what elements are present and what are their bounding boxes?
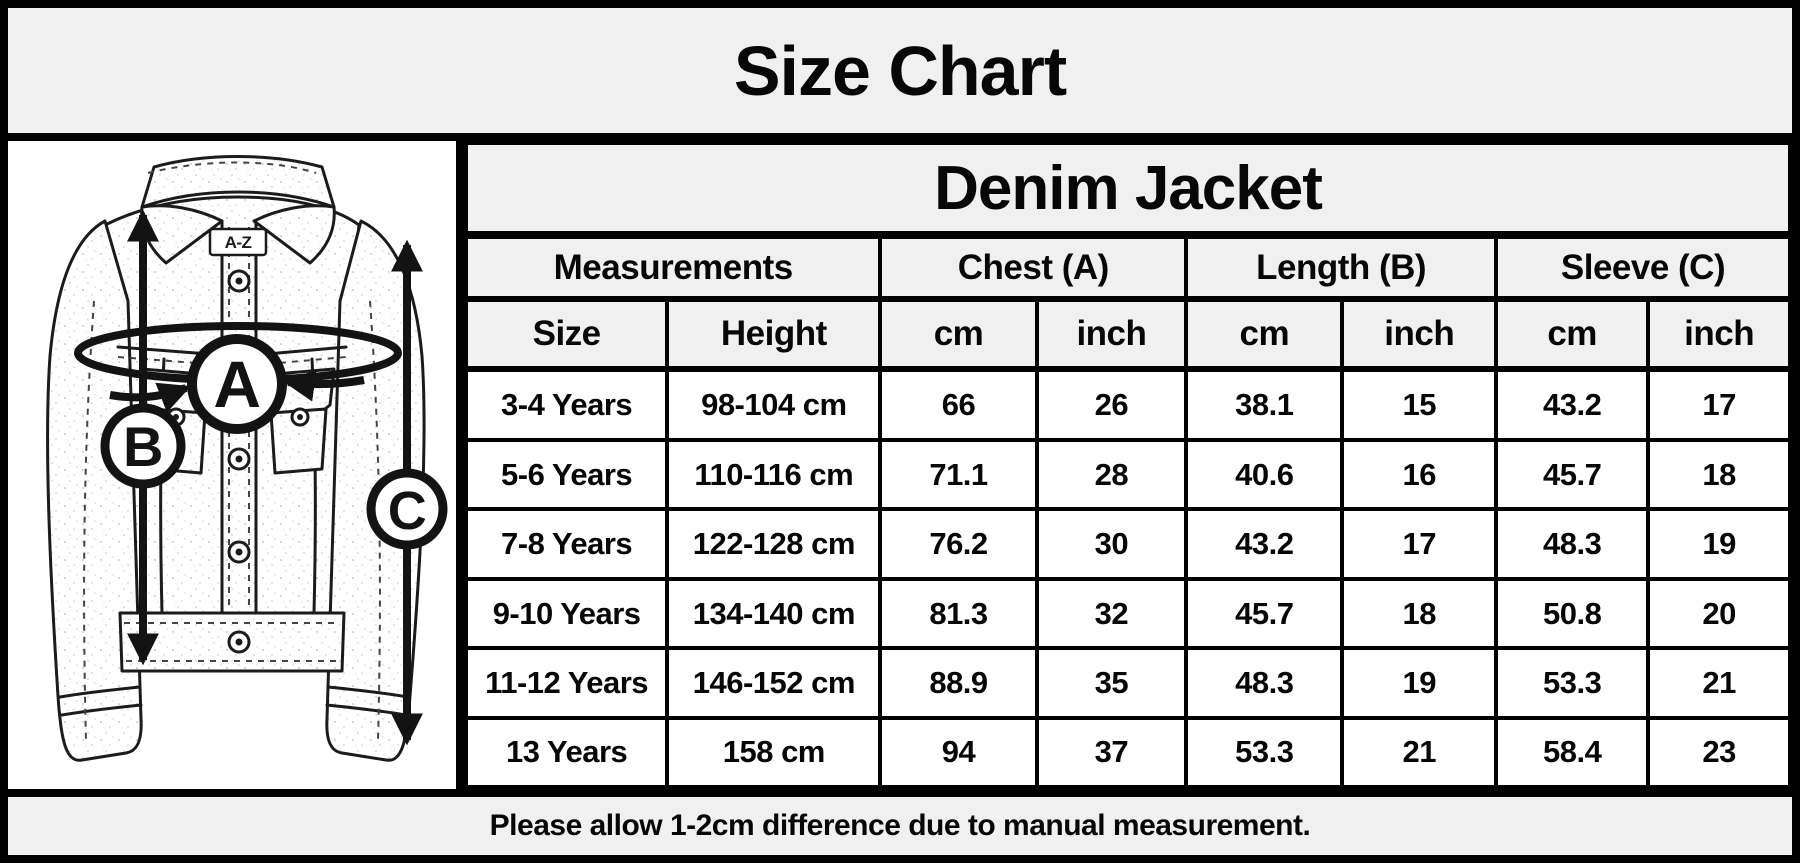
table-cell: 23: [1646, 715, 1792, 790]
col-header-length-inch: inch: [1340, 297, 1499, 372]
table-cell: 48.3: [1184, 646, 1345, 720]
table-row: 13 Years 158 cm 94 37 53.3 21 58.4 23: [463, 715, 1792, 790]
table-cell: 45.7: [1184, 576, 1345, 651]
left-cuff-seam: [58, 685, 142, 699]
table-cell: 110-116 cm: [665, 438, 883, 512]
brand-label-text: A-Z: [225, 233, 252, 252]
title-band: Size Chart: [8, 8, 1792, 133]
footer-band: Please allow 1-2cm difference due to man…: [8, 797, 1792, 855]
table-cell: 18: [1340, 576, 1499, 651]
table-cell: 17: [1646, 366, 1792, 443]
col-header-length-cm: cm: [1184, 297, 1345, 372]
table-cell: 94: [878, 715, 1039, 790]
col-header-sleeve-inch: inch: [1646, 297, 1792, 372]
size-table: Denim Jacket Measurements Chest (A) Leng…: [463, 141, 1792, 790]
table-cell: 48.3: [1494, 507, 1651, 581]
table-cell: 19: [1646, 507, 1792, 581]
table-cell: 11-12 Years: [463, 646, 670, 720]
marker-a-circle: [187, 334, 287, 434]
jacket-buttons: [166, 269, 310, 654]
footer-note: Please allow 1-2cm difference due to man…: [489, 809, 1311, 842]
marker-b-circle: [100, 403, 186, 489]
table-cell: 21: [1646, 646, 1792, 720]
col-header-chest-cm: cm: [878, 297, 1039, 372]
page-title: Size Chart: [733, 31, 1067, 110]
col-group-sleeve: Sleeve (C): [1494, 233, 1792, 302]
table-cell: 98-104 cm: [665, 366, 883, 443]
table-cell: 53.3: [1184, 715, 1345, 790]
marker-b-label: B: [123, 415, 163, 478]
table-cell: 122-128 cm: [665, 507, 883, 581]
table-cell: 5-6 Years: [463, 438, 670, 512]
size-table-panel: Denim Jacket Measurements Chest (A) Leng…: [463, 141, 1792, 790]
table-cell: 43.2: [1494, 366, 1651, 443]
table-cell: 71.1: [878, 438, 1039, 512]
denim-jacket-illustration: A-Z A B C: [46, 155, 448, 762]
jacket-diagram-panel: A-Z A B C: [8, 141, 456, 789]
col-group-length: Length (B): [1184, 233, 1499, 302]
left-cuff-seam2: [60, 703, 143, 717]
measurement-annotations: A B C: [74, 209, 448, 746]
table-cell: 66: [878, 366, 1039, 443]
main-area: A-Z A B C: [8, 141, 1792, 790]
table-cell: 40.6: [1184, 438, 1345, 512]
table-cell: 158 cm: [665, 715, 883, 790]
table-row: 5-6 Years 110-116 cm 71.1 28 40.6 16 45.…: [463, 438, 1792, 512]
table-cell: 13 Years: [463, 715, 670, 790]
table-cell: 76.2: [878, 507, 1039, 581]
group-header-row: Measurements Chest (A) Length (B) Sleeve…: [463, 233, 1792, 302]
col-header-height: Height: [665, 297, 883, 372]
table-cell: 26: [1034, 366, 1189, 443]
product-title-row: Denim Jacket: [464, 141, 1792, 239]
col-header-chest-inch: inch: [1034, 297, 1189, 372]
table-row: 11-12 Years 146-152 cm 88.9 35 48.3 19 5…: [463, 646, 1792, 720]
table-cell: 30: [1034, 507, 1189, 581]
chest-arrow-right: [282, 369, 365, 402]
table-cell: 7-8 Years: [463, 507, 670, 581]
table-row: 9-10 Years 134-140 cm 81.3 32 45.7 18 50…: [463, 576, 1792, 651]
col-header-size: Size: [463, 297, 670, 372]
table-cell: 146-152 cm: [665, 646, 883, 720]
sub-header-row: Size Height cm inch cm inch cm inch: [463, 297, 1792, 372]
table-row: 3-4 Years 98-104 cm 66 26 38.1 15 43.2 1…: [463, 366, 1792, 443]
table-cell: 18: [1646, 438, 1792, 512]
table-cell: 9-10 Years: [463, 576, 670, 651]
col-group-chest: Chest (A): [878, 233, 1189, 302]
table-cell: 37: [1034, 715, 1189, 790]
table-row: 7-8 Years 122-128 cm 76.2 30 43.2 17 48.…: [463, 507, 1792, 581]
table-cell: 81.3: [878, 576, 1039, 651]
table-cell: 21: [1340, 715, 1499, 790]
table-cell: 88.9: [878, 646, 1039, 720]
table-cell: 15: [1340, 366, 1499, 443]
col-header-sleeve-cm: cm: [1494, 297, 1651, 372]
table-cell: 16: [1340, 438, 1499, 512]
table-cell: 35: [1034, 646, 1189, 720]
table-cell: 32: [1034, 576, 1189, 651]
table-cell: 50.8: [1494, 576, 1651, 651]
right-pocket-body: [269, 407, 328, 475]
marker-c-label: C: [388, 481, 427, 541]
marker-a-label: A: [213, 347, 260, 421]
table-cell: 20: [1646, 576, 1792, 651]
table-cell: 43.2: [1184, 507, 1345, 581]
table-cell: 38.1: [1184, 366, 1345, 443]
brand-label: A-Z: [208, 227, 268, 257]
table-cell: 53.3: [1494, 646, 1651, 720]
table-cell: 19: [1340, 646, 1499, 720]
table-cell: 134-140 cm: [665, 576, 883, 651]
table-cell: 3-4 Years: [463, 366, 670, 443]
table-cell: 17: [1340, 507, 1499, 581]
marker-c-circle: [366, 468, 448, 550]
product-title: Denim Jacket: [464, 141, 1792, 239]
table-cell: 45.7: [1494, 438, 1651, 512]
collar-right-wing: [252, 204, 336, 265]
table-cell: 28: [1034, 438, 1189, 512]
col-group-measurements: Measurements: [463, 233, 883, 302]
table-cell: 58.4: [1494, 715, 1651, 790]
